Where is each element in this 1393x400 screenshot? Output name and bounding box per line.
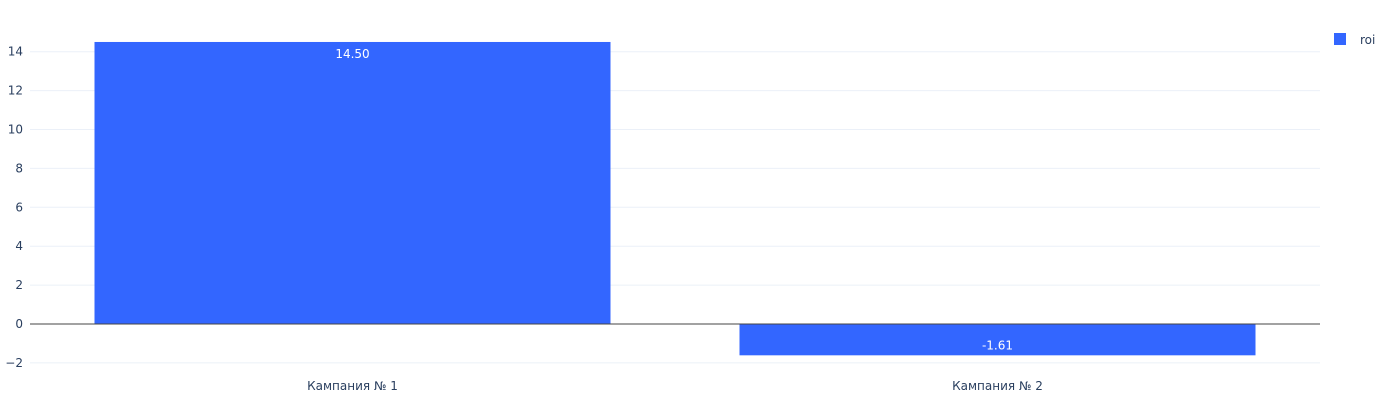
y-tick-label: 2 bbox=[15, 278, 23, 292]
legend[interactable]: roi bbox=[1334, 33, 1375, 47]
bar-1[interactable] bbox=[94, 41, 611, 324]
y-axis: −2 0 2 4 6 8 10 12 14 bbox=[5, 45, 23, 370]
y-tick-label: 10 bbox=[8, 123, 23, 137]
x-axis: Кампания № 1 Кампания № 2 bbox=[307, 379, 1043, 393]
y-tick-label: 14 bbox=[8, 45, 23, 59]
bars bbox=[94, 41, 1256, 356]
x-tick-label: Кампания № 2 bbox=[952, 379, 1043, 393]
legend-label-roi[interactable]: roi bbox=[1360, 33, 1375, 47]
bar-2[interactable] bbox=[739, 324, 1256, 356]
y-tick-label: 6 bbox=[15, 200, 23, 214]
y-tick-label: 8 bbox=[15, 161, 23, 175]
data-labels: 14.50 -1.61 bbox=[335, 47, 1013, 352]
y-tick-label: 4 bbox=[15, 239, 23, 253]
y-tick-label: 12 bbox=[8, 84, 23, 98]
data-label: -1.61 bbox=[982, 338, 1013, 352]
x-tick-label: Кампания № 1 bbox=[307, 379, 398, 393]
y-tick-label: −2 bbox=[5, 356, 23, 370]
legend-swatch-roi[interactable] bbox=[1334, 33, 1346, 45]
y-tick-label: 0 bbox=[15, 317, 23, 331]
data-label: 14.50 bbox=[335, 47, 369, 61]
